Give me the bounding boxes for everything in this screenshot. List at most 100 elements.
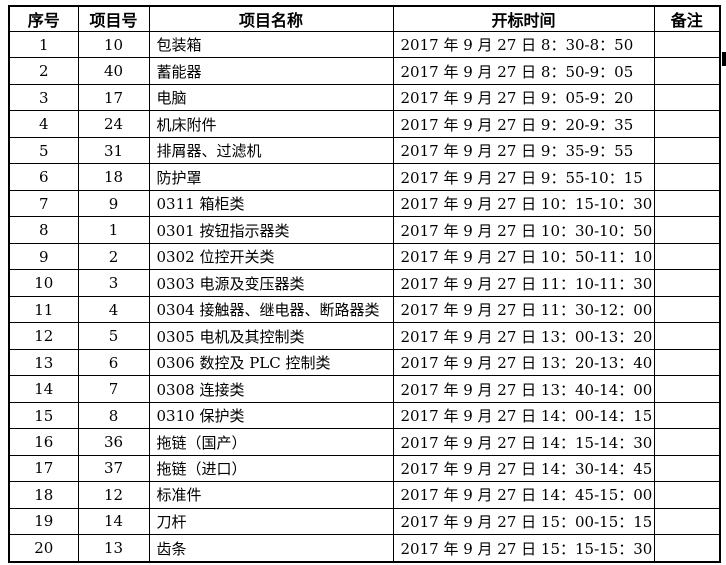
cell-index: 14: [8, 375, 79, 403]
cell-item-name: 机床附件: [148, 110, 394, 138]
cell-remark: [653, 216, 721, 244]
cell-bid-time: 2017 年 9 月 27 日 11：10-11：30: [392, 269, 655, 297]
cell-item-no: 12: [77, 481, 150, 509]
cell-index: 2: [8, 57, 79, 85]
cell-item-name: 0304 接触器、继电器、断路器类: [148, 295, 394, 324]
table-row: 15 8 0310 保护类 2017 年 9 月 27 日 14：00-14：1…: [8, 401, 721, 430]
cell-item-no: 24: [77, 110, 150, 138]
cell-item-no: 37: [77, 454, 150, 483]
cell-item-name: 蓄能器: [148, 57, 394, 85]
cell-remark: [653, 136, 721, 165]
cell-remark: [653, 481, 721, 509]
cell-bid-time: 2017 年 9 月 27 日 13：00-13：20: [392, 322, 655, 350]
cell-item-no: 7: [77, 375, 150, 403]
cell-item-name: 拖链（进口）: [148, 454, 394, 483]
cell-remark: [653, 242, 721, 271]
cell-item-name: 齿条: [148, 534, 394, 563]
cell-item-no: 4: [77, 295, 150, 324]
cell-item-no: 3: [77, 269, 150, 297]
table-row: 8 1 0301 按钮指示器类 2017 年 9 月 27 日 10：30-10…: [8, 216, 721, 244]
cell-bid-time: 2017 年 9 月 27 日 10：50-11：10: [392, 242, 655, 271]
cell-remark: [653, 163, 721, 191]
cell-index: 10: [8, 269, 79, 297]
cell-item-name: 0308 连接类: [148, 375, 394, 403]
cell-index: 13: [8, 348, 79, 377]
cell-index: 3: [8, 83, 79, 112]
cell-bid-time: 2017 年 9 月 27 日 14：30-14：45: [392, 454, 655, 483]
column-header-remark: 备注: [653, 5, 721, 32]
cell-item-name: 0303 电源及变压器类: [148, 269, 394, 297]
table-row: 10 3 0303 电源及变压器类 2017 年 9 月 27 日 11：10-…: [8, 269, 721, 297]
cell-item-name: 防护罩: [148, 163, 394, 191]
cell-remark: [653, 30, 721, 59]
table-row: 14 7 0308 连接类 2017 年 9 月 27 日 13：40-14：0…: [8, 375, 721, 403]
cell-item-name: 0305 电机及其控制类: [148, 322, 394, 350]
table-row: 16 36 拖链（国产） 2017 年 9 月 27 日 14：15-14：30: [8, 428, 721, 456]
cell-item-no: 6: [77, 348, 150, 377]
cell-item-no: 31: [77, 136, 150, 165]
cell-remark: [653, 189, 721, 218]
cell-item-no: 5: [77, 322, 150, 350]
cell-index: 1: [8, 30, 79, 59]
cell-remark: [653, 401, 721, 430]
cell-bid-time: 2017 年 9 月 27 日 14：15-14：30: [392, 428, 655, 456]
table-row: 5 31 排屑器、过滤机 2017 年 9 月 27 日 9：35-9：55: [8, 136, 721, 165]
cell-item-name: 排屑器、过滤机: [148, 136, 394, 165]
column-header-item-no: 项目号: [77, 5, 150, 32]
cell-remark: [653, 375, 721, 403]
cell-bid-time: 2017 年 9 月 27 日 11：30-12：00: [392, 295, 655, 324]
cell-item-name: 标准件: [148, 481, 394, 509]
table-row: 6 18 防护罩 2017 年 9 月 27 日 9：55-10：15: [8, 163, 721, 191]
cell-bid-time: 2017 年 9 月 27 日 8：30-8：50: [392, 30, 655, 59]
cell-item-name: 刀杆: [148, 507, 394, 536]
table-row: 4 24 机床附件 2017 年 9 月 27 日 9：20-9：35: [8, 110, 721, 138]
cell-bid-time: 2017 年 9 月 27 日 10：30-10：50: [392, 216, 655, 244]
cell-item-name: 拖链（国产）: [148, 428, 394, 456]
cell-index: 18: [8, 481, 79, 509]
column-header-index: 序号: [8, 5, 79, 32]
cell-bid-time: 2017 年 9 月 27 日 14：45-15：00: [392, 481, 655, 509]
table-row: 20 13 齿条 2017 年 9 月 27 日 15：15-15：30: [8, 534, 721, 563]
cell-bid-time: 2017 年 9 月 27 日 13：20-13：40: [392, 348, 655, 377]
cell-item-no: 2: [77, 242, 150, 271]
cell-bid-time: 2017 年 9 月 27 日 9：35-9：55: [392, 136, 655, 165]
table-row: 3 17 电脑 2017 年 9 月 27 日 9：05-9：20: [8, 83, 721, 112]
cell-bid-time: 2017 年 9 月 27 日 9：05-9：20: [392, 83, 655, 112]
cell-item-no: 10: [77, 30, 150, 59]
table-row: 7 9 0311 箱柜类 2017 年 9 月 27 日 10：15-10：30: [8, 189, 721, 218]
cell-remark: [653, 57, 721, 85]
cell-item-name: 包装箱: [148, 30, 394, 59]
table-row: 11 4 0304 接触器、继电器、断路器类 2017 年 9 月 27 日 1…: [8, 295, 721, 324]
cell-remark: [653, 83, 721, 112]
column-header-bid-time: 开标时间: [392, 5, 655, 32]
cell-item-no: 36: [77, 428, 150, 456]
cell-remark: [653, 348, 721, 377]
cell-bid-time: 2017 年 9 月 27 日 14：00-14：15: [392, 401, 655, 430]
cell-index: 19: [8, 507, 79, 536]
right-edge-mark: [722, 52, 726, 66]
cell-remark: [653, 507, 721, 536]
cell-item-name: 0301 按钮指示器类: [148, 216, 394, 244]
cell-index: 20: [8, 534, 79, 563]
table-row: 9 2 0302 位控开关类 2017 年 9 月 27 日 10：50-11：…: [8, 242, 721, 271]
cell-item-name: 0302 位控开关类: [148, 242, 394, 271]
cell-remark: [653, 322, 721, 350]
cell-index: 15: [8, 401, 79, 430]
cell-bid-time: 2017 年 9 月 27 日 15：00-15：15: [392, 507, 655, 536]
cell-item-no: 18: [77, 163, 150, 191]
cell-item-no: 9: [77, 189, 150, 218]
cell-item-name: 0311 箱柜类: [148, 189, 394, 218]
cell-bid-time: 2017 年 9 月 27 日 9：55-10：15: [392, 163, 655, 191]
cell-index: 9: [8, 242, 79, 271]
table-row: 17 37 拖链（进口） 2017 年 9 月 27 日 14：30-14：45: [8, 454, 721, 483]
cell-bid-time: 2017 年 9 月 27 日 9：20-9：35: [392, 110, 655, 138]
cell-index: 6: [8, 163, 79, 191]
table-row: 2 40 蓄能器 2017 年 9 月 27 日 8：50-9：05: [8, 57, 721, 85]
cell-item-no: 13: [77, 534, 150, 563]
column-header-item-name: 项目名称: [148, 5, 394, 32]
table-row: 1 10 包装箱 2017 年 9 月 27 日 8：30-8：50: [8, 30, 721, 59]
cell-item-no: 1: [77, 216, 150, 244]
cell-index: 8: [8, 216, 79, 244]
cell-item-no: 8: [77, 401, 150, 430]
